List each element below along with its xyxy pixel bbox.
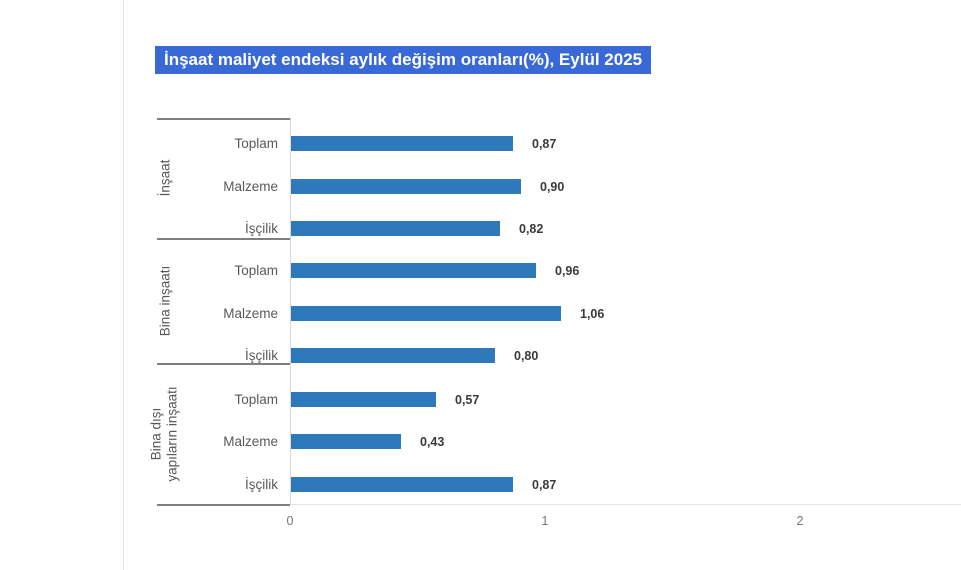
value-label: 0,82 <box>519 221 544 236</box>
group-label: İnşaat <box>157 159 172 197</box>
group-label-wrap: Bina dışı yapıların inşaatı <box>140 363 190 504</box>
bar[interactable] <box>291 179 521 194</box>
value-label: 0,43 <box>420 434 445 449</box>
category-label: Toplam <box>234 392 278 407</box>
category-label: İşçilik <box>245 348 278 363</box>
value-label: 0,96 <box>555 263 580 278</box>
x-tick-label: 1 <box>541 514 549 528</box>
group-label: Bina dışı yapıların inşaatı <box>149 385 180 482</box>
category-label: Toplam <box>234 263 278 278</box>
group-label-wrap: İnşaat <box>140 118 190 238</box>
group-separator-line <box>157 504 290 506</box>
value-label: 0,57 <box>455 392 480 407</box>
category-label: İşçilik <box>245 221 278 236</box>
bar[interactable] <box>291 306 561 321</box>
value-axis-line <box>290 504 961 505</box>
group-label-wrap: Bina inşaatı <box>140 238 190 363</box>
category-label: Malzeme <box>223 179 278 194</box>
bar[interactable] <box>291 221 500 236</box>
bar[interactable] <box>291 477 513 492</box>
category-label: Malzeme <box>223 434 278 449</box>
group-label: Bina inşaatı <box>157 265 173 336</box>
value-label: 0,90 <box>540 179 565 194</box>
bar[interactable] <box>291 263 536 278</box>
category-label: Toplam <box>234 136 278 151</box>
category-axis-line <box>290 118 291 504</box>
value-label: 1,06 <box>580 306 605 321</box>
bar[interactable] <box>291 392 436 407</box>
value-label: 0,80 <box>514 348 539 363</box>
group-separator-line <box>157 363 290 365</box>
page-divider-line <box>123 0 124 570</box>
value-label: 0,87 <box>532 477 557 492</box>
value-label: 0,87 <box>532 136 557 151</box>
x-tick-label: 0 <box>286 514 294 528</box>
bar[interactable] <box>291 434 401 449</box>
bar[interactable] <box>291 348 495 363</box>
category-label: Malzeme <box>223 306 278 321</box>
x-tick-label: 2 <box>796 514 804 528</box>
bar[interactable] <box>291 136 513 151</box>
category-label: İşçilik <box>245 477 278 492</box>
group-separator-line <box>157 118 290 120</box>
chart-title: İnşaat maliyet endeksi aylık değişim ora… <box>155 46 652 74</box>
group-separator-line <box>157 238 290 240</box>
